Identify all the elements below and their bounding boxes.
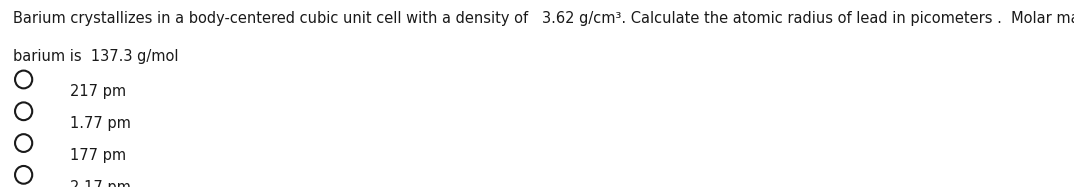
Text: 1.77 pm: 1.77 pm xyxy=(70,116,131,131)
Text: 177 pm: 177 pm xyxy=(70,148,126,163)
Text: Barium crystallizes in a body-centered cubic unit cell with a density of   3.62 : Barium crystallizes in a body-centered c… xyxy=(13,11,1074,26)
Text: 217 pm: 217 pm xyxy=(70,84,126,99)
Text: 2.17 pm: 2.17 pm xyxy=(70,180,131,187)
Text: barium is  137.3 g/mol: barium is 137.3 g/mol xyxy=(13,49,178,64)
